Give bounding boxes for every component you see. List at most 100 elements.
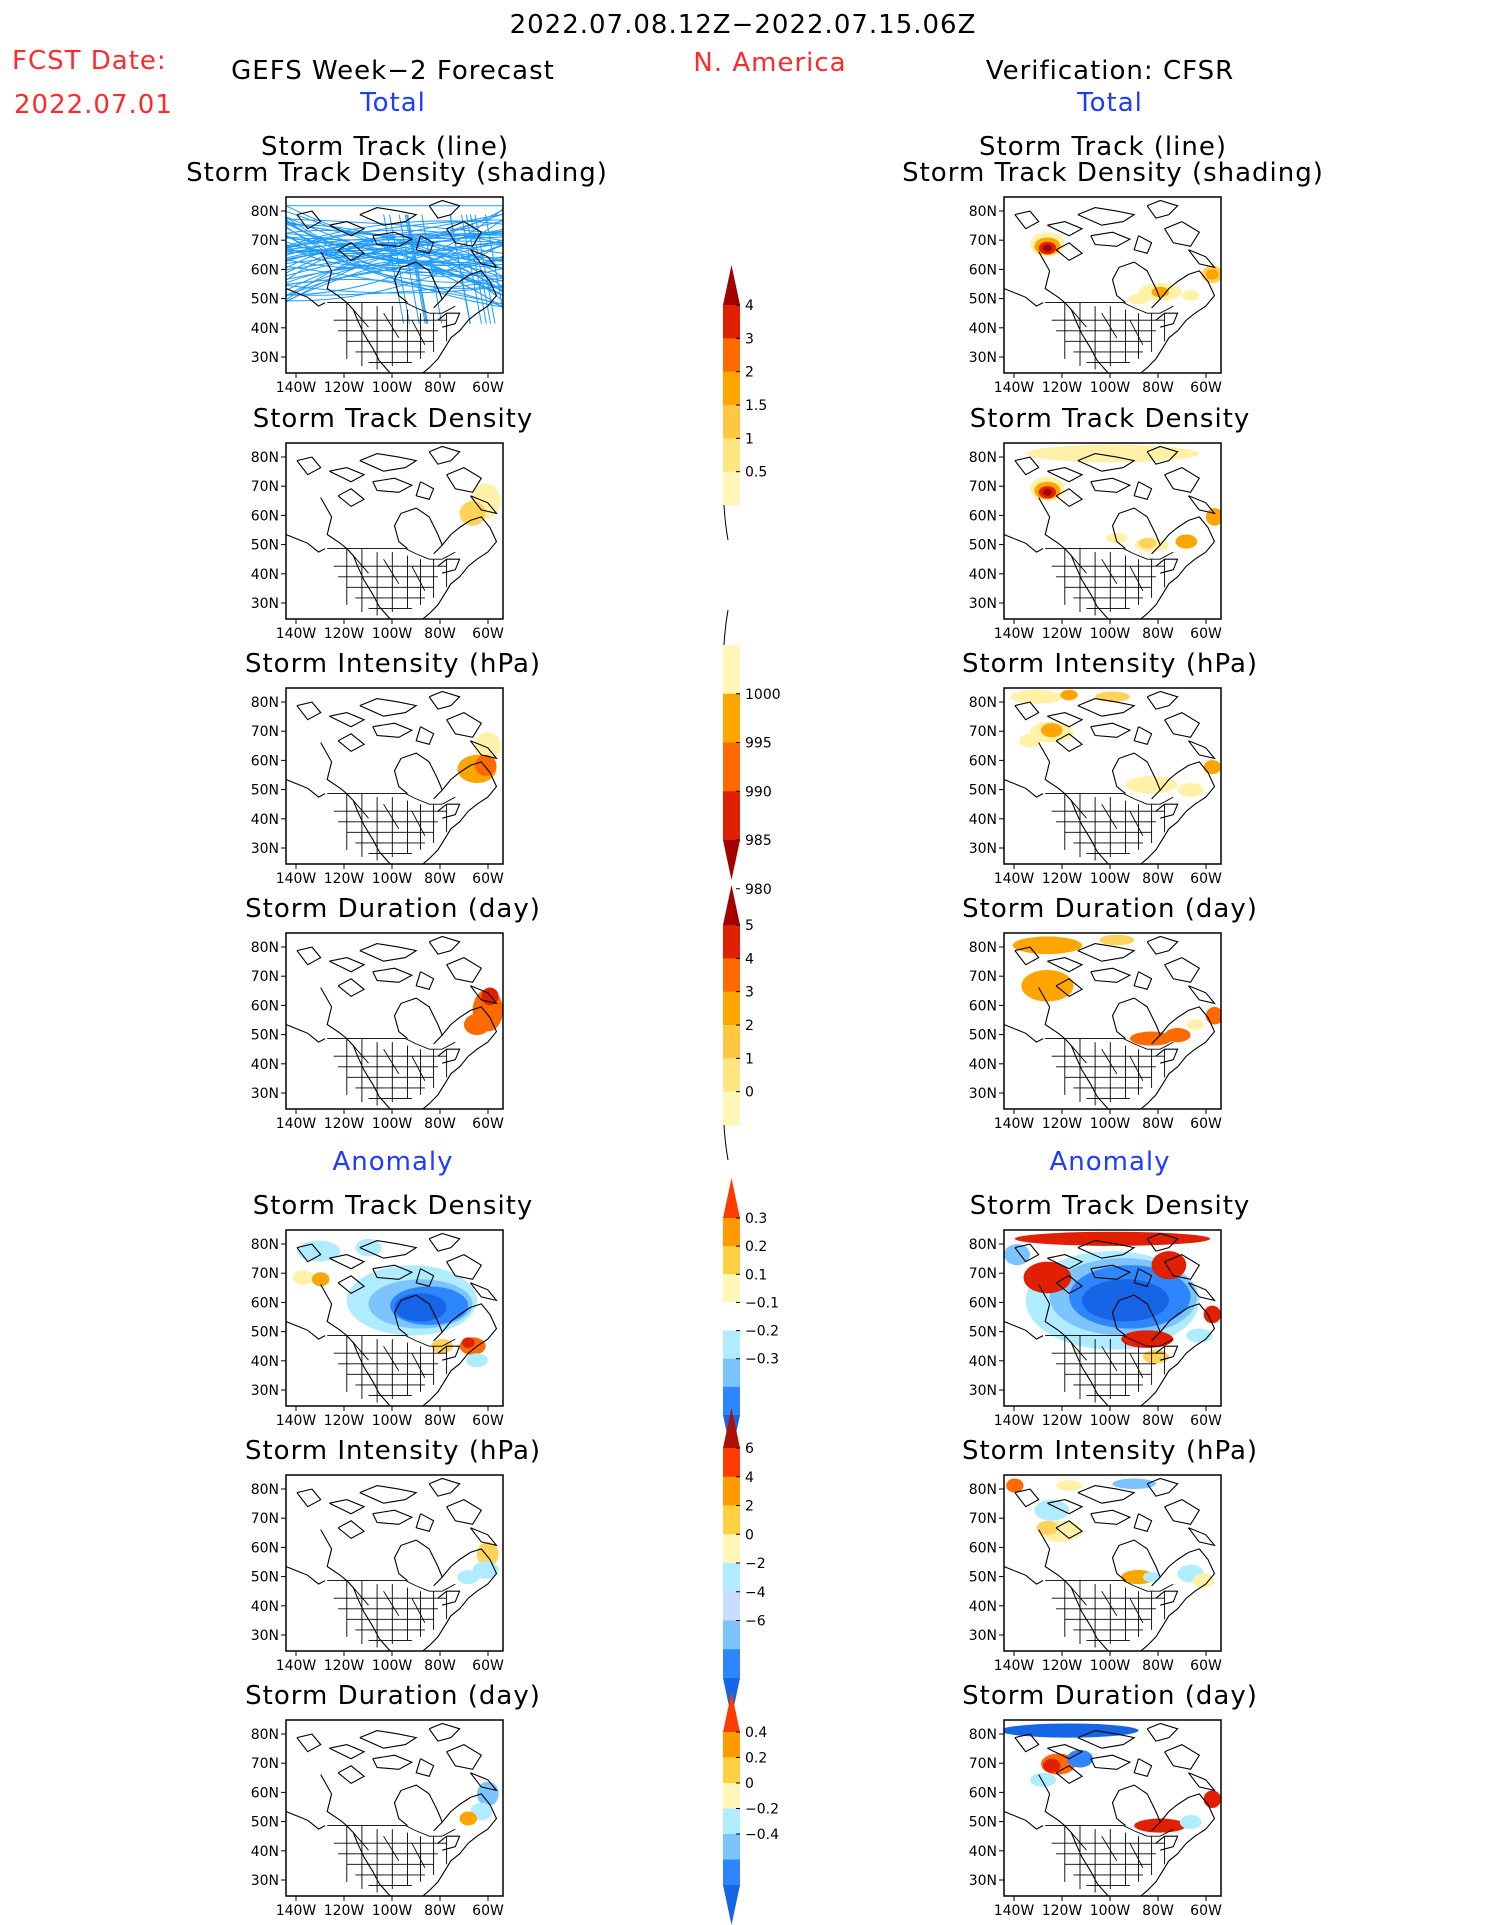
lon-tick-label: 140W xyxy=(994,380,1035,396)
lat-tick-label: 80N xyxy=(969,1727,997,1743)
lat-tick-label: 50N xyxy=(969,292,997,308)
shading-patch xyxy=(1099,934,1135,946)
lon-tick-label: 140W xyxy=(994,1658,1035,1674)
lon-tick-label: 100W xyxy=(1090,1413,1131,1429)
lat-tick-label: 50N xyxy=(969,783,997,799)
shading-patch xyxy=(1021,969,1074,1002)
lon-tick-label: 80W xyxy=(424,1413,456,1429)
colorbar-label: 985 xyxy=(745,833,772,849)
lon-tick-label: 80W xyxy=(424,380,456,396)
shading-patch xyxy=(1056,1480,1083,1491)
lon-tick-label: 60W xyxy=(472,871,504,887)
shading-patch xyxy=(394,1293,447,1322)
shading-patch xyxy=(1134,1818,1187,1833)
lon-tick-label: 100W xyxy=(1090,1903,1131,1919)
shading-patch xyxy=(1129,1031,1174,1046)
map-panel-right-density: 80N 70N 60N 50N 40N 30N 140W 120W 100W 80W 60W xyxy=(969,442,1222,642)
lat-tick-label: 70N xyxy=(969,1511,997,1527)
anomaly-label-left: Anomaly xyxy=(332,1147,454,1177)
map-panel-left-density-anom: 80N 70N 60N 50N 40N 30N 140W 120W 100W 80W 60W xyxy=(251,1229,504,1429)
shading-patch xyxy=(472,1561,499,1579)
lat-tick-label: 40N xyxy=(969,1599,997,1615)
lon-tick-label: 140W xyxy=(994,871,1035,887)
map-panel-right-duration: 80N 70N 60N 50N 40N 30N 140W 120W 100W 80W 60W xyxy=(969,932,1222,1132)
colorbar-label: 0.1 xyxy=(745,1267,767,1283)
coastlines xyxy=(1004,690,1216,864)
lat-tick-label: 70N xyxy=(251,233,279,249)
lat-tick-label: 70N xyxy=(251,1511,279,1527)
lon-tick-label: 100W xyxy=(1090,871,1131,887)
colorbar-label: 0.2 xyxy=(745,1239,767,1255)
panel-title-duration-anom-right: Storm Duration (day) xyxy=(962,1681,1258,1711)
colorbar-label: −0.1 xyxy=(745,1295,779,1311)
shading-patch xyxy=(466,1353,488,1368)
shading-patch xyxy=(1082,1279,1169,1322)
shading-patch xyxy=(312,1272,330,1287)
lon-tick-label: 120W xyxy=(1042,1658,1083,1674)
lat-tick-label: 50N xyxy=(251,292,279,308)
map-panel-left-track: 80N 70N 60N 50N 40N 30N 140W 120W 100W 80W 60W xyxy=(251,196,504,396)
lat-tick-label: 80N xyxy=(969,940,997,956)
colorbar-label: 0.4 xyxy=(745,1725,767,1741)
lon-tick-label: 80W xyxy=(424,871,456,887)
panel-title-duration-anom-left: Storm Duration (day) xyxy=(245,1681,541,1711)
lon-tick-label: 60W xyxy=(1190,1116,1222,1132)
lat-tick-label: 40N xyxy=(251,812,279,828)
lat-tick-label: 60N xyxy=(969,1785,997,1801)
shading-patch xyxy=(1192,1573,1215,1588)
lon-tick-label: 120W xyxy=(1042,1413,1083,1429)
lon-tick-label: 120W xyxy=(1042,1903,1083,1919)
lon-tick-label: 120W xyxy=(324,1413,365,1429)
lat-tick-label: 50N xyxy=(251,1028,279,1044)
lon-tick-label: 120W xyxy=(324,626,365,642)
state-borders xyxy=(327,548,456,616)
shading-patch xyxy=(1164,1028,1191,1043)
shading-patch xyxy=(1205,269,1219,280)
lat-tick-label: 70N xyxy=(969,969,997,985)
lat-tick-label: 30N xyxy=(969,841,997,857)
shading-patch xyxy=(355,1238,382,1257)
colorbar-label: 1 xyxy=(745,431,754,447)
coastlines xyxy=(286,199,498,373)
shading-patch xyxy=(1040,723,1063,738)
colorbar-label: 3 xyxy=(745,331,754,347)
colorbar-label: 0 xyxy=(745,1527,754,1543)
colorbar-label: −2 xyxy=(745,1556,766,1572)
map-frame xyxy=(1003,687,1222,865)
lon-tick-label: 60W xyxy=(1190,1658,1222,1674)
lat-tick-label: 50N xyxy=(969,1570,997,1586)
lat-tick-label: 60N xyxy=(969,1295,997,1311)
lat-tick-label: 70N xyxy=(969,233,997,249)
lat-tick-label: 50N xyxy=(969,538,997,554)
colorbar-label: 980 xyxy=(745,882,772,898)
shading-patch xyxy=(1004,1244,1031,1266)
lon-tick-label: 120W xyxy=(324,1658,365,1674)
panel-title-track-line-left: Storm Track (line) xyxy=(261,132,509,162)
lon-tick-label: 80W xyxy=(1142,1116,1174,1132)
panel-title-intensity-anom-right: Storm Intensity (hPa) xyxy=(961,1436,1259,1466)
coastlines xyxy=(286,1722,498,1896)
state-borders xyxy=(1045,1038,1174,1106)
colorbar-label: 4 xyxy=(745,298,754,314)
panel-title-track-shading-left: Storm Track Density (shading) xyxy=(186,158,608,188)
lon-tick-label: 60W xyxy=(1190,380,1222,396)
lat-tick-label: 60N xyxy=(969,1540,997,1556)
lon-tick-label: 100W xyxy=(1090,1658,1131,1674)
state-borders xyxy=(327,793,456,861)
colorbar-duration_total: 5 4 3 2 1 0 xyxy=(723,885,754,1161)
lat-tick-label: 30N xyxy=(251,1873,279,1889)
colorbar-label: 0.3 xyxy=(745,1211,767,1227)
colorbar-label: −0.2 xyxy=(745,1324,779,1340)
lon-tick-label: 60W xyxy=(1190,1903,1222,1919)
lat-tick-label: 80N xyxy=(251,450,279,466)
colorbar-label: −0.3 xyxy=(745,1352,779,1368)
lat-tick-label: 80N xyxy=(251,1482,279,1498)
lat-tick-label: 30N xyxy=(969,1873,997,1889)
lat-tick-label: 80N xyxy=(969,1237,997,1253)
colorbar-intensity_anom: 6 4 2 0 −2 −4 −6 xyxy=(723,1408,766,1718)
storm-track-lines xyxy=(286,205,503,324)
colorbar-label: −4 xyxy=(745,1585,766,1601)
lat-tick-label: 60N xyxy=(251,1295,279,1311)
lat-tick-label: 50N xyxy=(251,538,279,554)
